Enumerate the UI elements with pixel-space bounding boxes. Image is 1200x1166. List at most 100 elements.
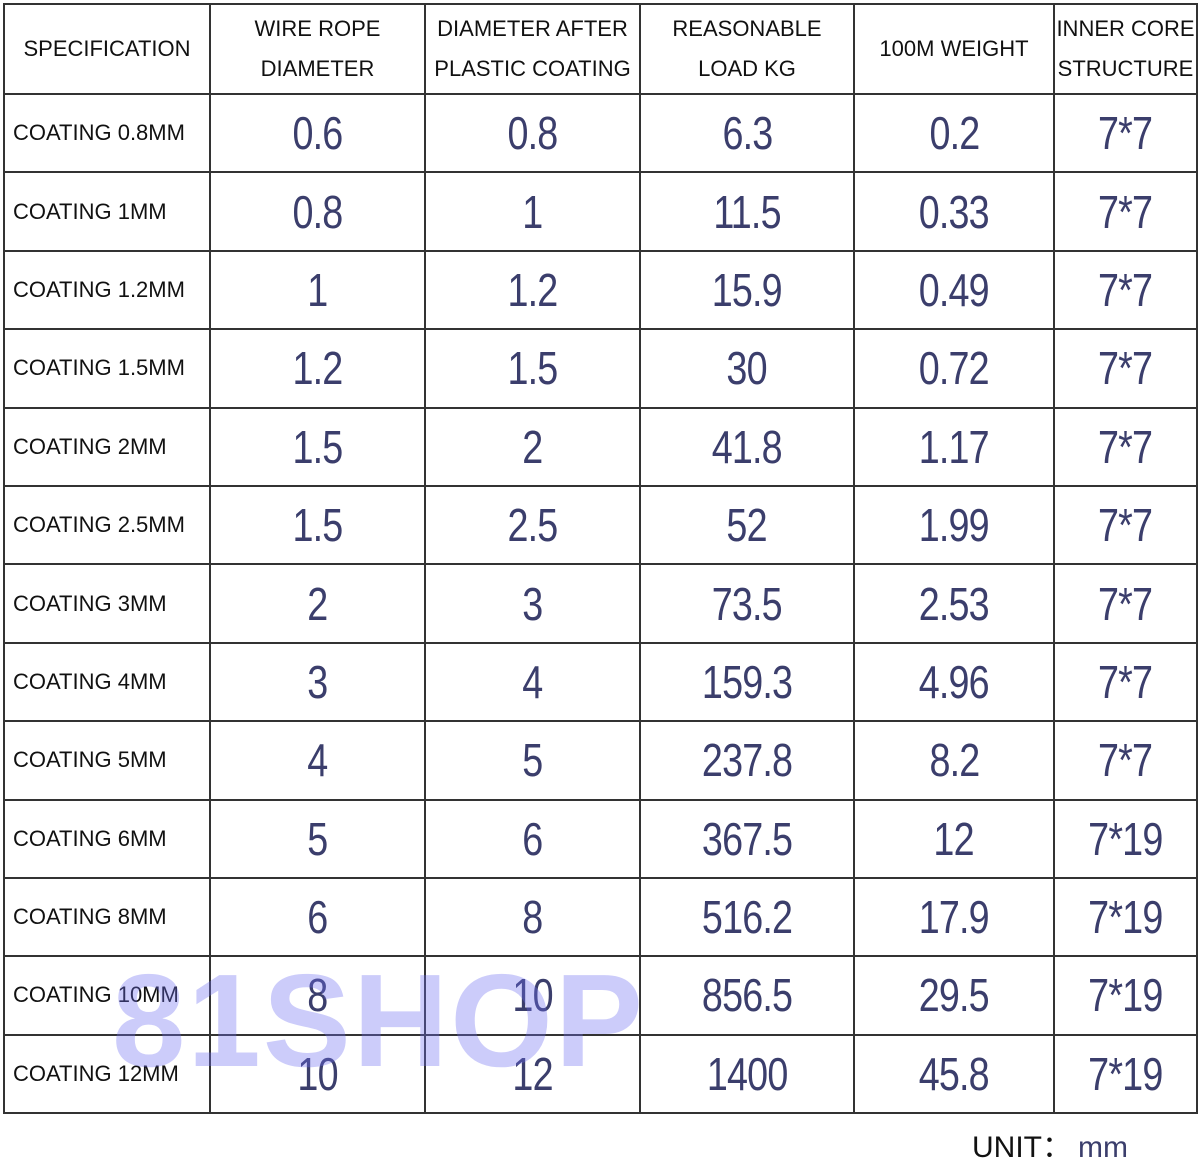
value-text: 1400 [706,1047,788,1100]
value-cell: 1.5 [424,328,641,409]
value-cell: 1.2 [424,249,641,331]
spec-cell: COATING 2MM [3,406,211,487]
value-cell: 4.96 [853,641,1055,723]
table-row: COATING 6MM 5 6 367.5 12 7*19 [3,798,1198,879]
value-cell: 1.5 [209,484,426,566]
value-cell: 856.5 [639,955,855,1036]
value-text: 5 [522,734,543,787]
value-text: 2.53 [918,577,990,630]
value-cell: 159.3 [639,641,855,723]
value-text: 6 [307,891,328,944]
value-cell: 6.3 [639,92,855,174]
value-text: 7*19 [1088,891,1163,944]
unit-label: UNIT： mm [972,1122,1128,1166]
value-text: 159.3 [701,655,793,708]
table-row: COATING 2.5MM 1.5 2.5 52 1.99 7*7 [3,484,1198,566]
spec-cell: COATING 0.8MM [3,92,211,174]
table-row: COATING 4MM 3 4 159.3 4.96 7*7 [3,641,1198,723]
value-text: 2 [307,577,328,630]
value-text: 15.9 [711,263,783,316]
value-text: 2 [522,420,543,473]
value-cell: 45.8 [853,1033,1055,1115]
value-cell: 1.17 [853,406,1055,487]
value-text: 1.5 [507,342,559,395]
value-text: 856.5 [701,969,793,1022]
value-cell: 7*7 [1053,406,1198,487]
header-line: SPECIFICATION [23,36,191,61]
value-cell: 1 [209,249,426,331]
value-cell: 12 [853,798,1055,879]
value-cell: 7*7 [1053,563,1198,644]
column-header: 100M WEIGHT [853,3,1055,95]
value-text: 6 [522,812,543,865]
spec-cell: COATING 5MM [3,720,211,801]
value-text: 516.2 [701,891,793,944]
value-text: 1 [522,185,543,238]
spec-cell: COATING 6MM [3,798,211,879]
value-text: 7*19 [1088,812,1163,865]
value-cell: 73.5 [639,563,855,644]
value-text: 45.8 [918,1047,990,1100]
value-text: 0.2 [929,107,980,160]
value-text: 0.72 [918,342,990,395]
value-text: 7*7 [1098,577,1153,630]
value-cell: 367.5 [639,798,855,879]
value-cell: 4 [424,641,641,723]
value-text: 1.99 [918,499,990,552]
value-text: 367.5 [701,812,793,865]
value-text: 11.5 [713,185,781,238]
header-line: PLASTIC COATING [434,56,631,81]
value-cell: 7*7 [1053,328,1198,409]
spec-cell: COATING 1.5MM [3,328,211,409]
value-text: 7*7 [1098,499,1153,552]
table-row: COATING 8MM 6 8 516.2 17.9 7*19 [3,876,1198,958]
column-header: DIAMETER AFTER PLASTIC COATING [424,3,641,95]
table-row: COATING 5MM 4 5 237.8 8.2 7*7 [3,720,1198,801]
value-text: 2.5 [507,499,559,552]
value-cell: 8.2 [853,720,1055,801]
value-text: 52 [726,499,768,552]
value-cell: 15.9 [639,249,855,331]
value-cell: 2 [209,563,426,644]
value-cell: 10 [424,955,641,1036]
value-text: 3 [307,655,328,708]
value-cell: 7*7 [1053,720,1198,801]
value-cell: 2.53 [853,563,1055,644]
table-row: COATING 1MM 0.8 1 11.5 0.33 7*7 [3,171,1198,252]
value-cell: 0.72 [853,328,1055,409]
value-cell: 3 [424,563,641,644]
value-cell: 7*7 [1053,249,1198,331]
value-cell: 6 [209,876,426,958]
value-cell: 237.8 [639,720,855,801]
value-cell: 7*7 [1053,92,1198,174]
value-text: 0.6 [292,107,344,160]
table-row: COATING 10MM 8 10 856.5 29.5 7*19 [3,955,1198,1036]
value-text: 4.96 [918,655,990,708]
value-text: 7*7 [1098,107,1153,160]
unit-prefix: UNIT： [972,1131,1073,1164]
value-text: 17.9 [918,891,990,944]
value-cell: 0.8 [424,92,641,174]
value-cell: 17.9 [853,876,1055,958]
header-line: INNER CORE [1056,16,1195,41]
header-line: LOAD KG [698,56,796,81]
value-cell: 7*7 [1053,171,1198,252]
value-cell: 0.33 [853,171,1055,252]
spec-cell: COATING 8MM [3,876,211,958]
value-cell: 6 [424,798,641,879]
value-text: 7*7 [1098,655,1153,708]
table-row: COATING 1.5MM 1.2 1.5 30 0.72 7*7 [3,328,1198,409]
value-text: 12 [933,812,975,865]
value-cell: 0.6 [209,92,426,174]
value-text: 7*7 [1098,185,1153,238]
column-header: INNER CORE STRUCTURE [1053,3,1198,95]
value-text: 1.2 [292,342,344,395]
value-text: 12 [512,1047,553,1100]
value-cell: 0.8 [209,171,426,252]
value-cell: 11.5 [639,171,855,252]
value-cell: 3 [209,641,426,723]
value-text: 8 [522,891,543,944]
value-cell: 1.2 [209,328,426,409]
column-header: WIRE ROPE DIAMETER [209,3,426,95]
value-cell: 30 [639,328,855,409]
